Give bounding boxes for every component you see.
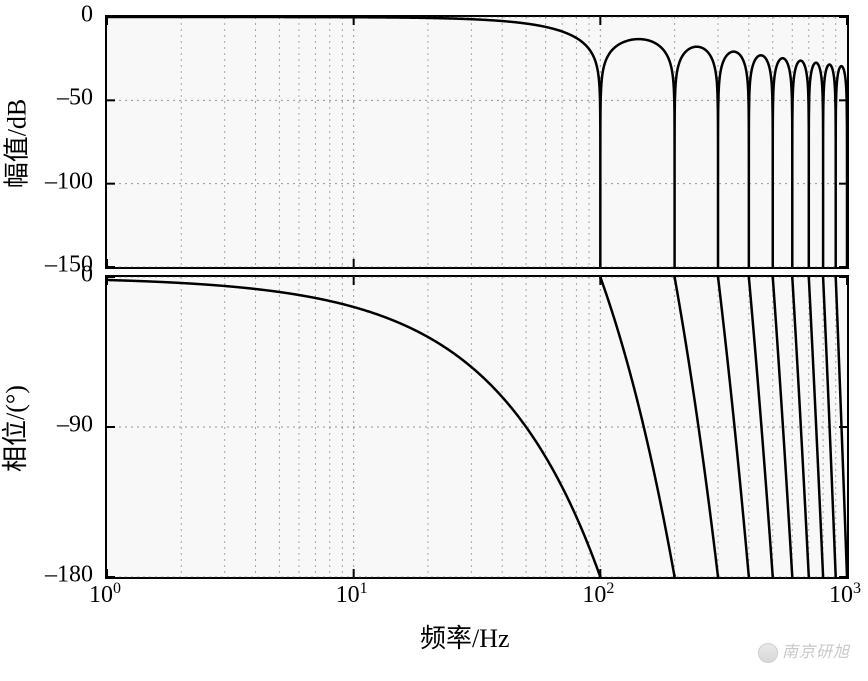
x-tick: 100 [89,580,121,609]
x-axis-label: 频率/Hz [420,618,510,655]
phase-ytick: –180 [33,562,93,589]
phase-y-label: 相位/(°) [0,385,32,472]
mag-ytick: –100 [33,168,93,195]
phase-ytick: 0 [33,262,93,289]
magnitude-chart [105,15,849,269]
x-tick: 102 [582,580,614,609]
watermark-text: 南京研旭 [782,644,850,661]
magnitude-y-label: 幅值/dB [0,99,33,189]
mag-ytick: –50 [33,85,93,112]
x-tick: 101 [336,580,368,609]
mag-ytick: 0 [33,2,93,29]
phase-chart [105,275,849,579]
watermark: 南京研旭 [758,638,850,663]
phase-ytick: –90 [33,412,93,439]
x-tick: 103 [829,580,861,609]
